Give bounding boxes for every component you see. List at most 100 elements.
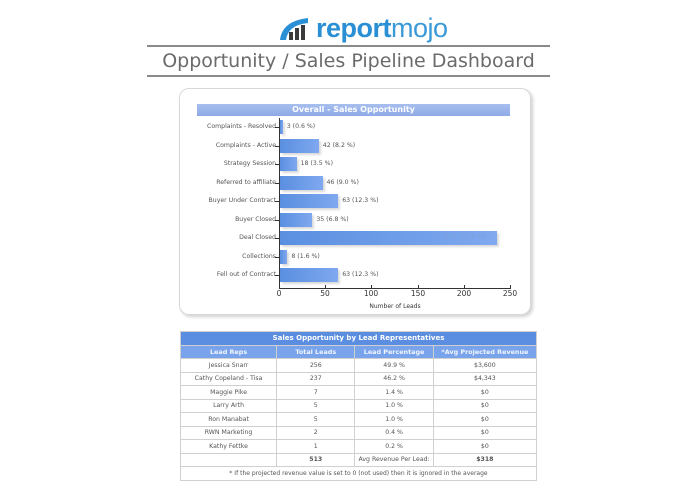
bar-value-label: 18 (3.5 %) xyxy=(300,160,333,167)
bar[interactable] xyxy=(280,249,288,264)
avg-projected-revenue: $0 xyxy=(432,412,538,427)
bar-value-label: 63 (12.3 %) xyxy=(342,197,379,204)
total-leads-sum: 513 xyxy=(276,452,356,467)
avg-projected-revenue: $0 xyxy=(432,439,538,454)
table-row: Kathy Fettke 1 0.2 % $0 xyxy=(179,439,538,454)
total-leads: 1 xyxy=(276,439,356,454)
lead-percentage: 46.2 % xyxy=(354,371,434,386)
logo-text-light: mojo xyxy=(391,13,448,43)
x-tick-mark xyxy=(418,285,419,289)
x-tick-mark xyxy=(371,285,372,289)
category-label: Fell out of Contract xyxy=(216,271,276,278)
x-tick-label: 0 xyxy=(276,289,282,298)
sales-opportunity-chart: Overall - Sales Opportunity Complaints -… xyxy=(179,88,531,315)
table-title: Sales Opportunity by Lead Representative… xyxy=(180,331,537,346)
rep-name: Ron Manabat xyxy=(179,412,278,427)
total-row-empty xyxy=(179,452,278,467)
table-row: Ron Manabat 5 1.0 % $0 xyxy=(179,412,538,427)
bar-value-label: 235 (45.8 %) xyxy=(445,234,486,241)
rep-name: Larry Arth xyxy=(179,398,278,413)
bar[interactable] xyxy=(280,138,319,153)
x-tick-label: 100 xyxy=(363,289,379,298)
bar[interactable] xyxy=(280,157,297,171)
logo-text-bold: report xyxy=(316,13,392,43)
chart-row: Complaints - Resolved 3 (0.6 %) xyxy=(180,118,511,136)
table-total-row: 513 Avg Revenue Per Lead: $318 xyxy=(179,452,538,467)
y-axis xyxy=(279,118,280,289)
avg-projected-revenue: $4,343 xyxy=(432,371,538,386)
category-label: Referred to affiliate xyxy=(216,178,276,186)
total-leads: 5 xyxy=(276,398,356,413)
logo-text: reportmojo xyxy=(316,13,448,43)
chart-plot-area: Complaints - Resolved 3 (0.6 %) Complain… xyxy=(207,118,517,310)
table-row: Maggie Pike 7 1.4 % $0 xyxy=(179,385,538,400)
header-divider-bottom xyxy=(147,75,550,77)
avg-projected-revenue: $0 xyxy=(432,425,538,440)
x-tick-label: 250 xyxy=(502,289,518,298)
bar-chart-signal-icon xyxy=(278,15,312,41)
bar[interactable] xyxy=(280,194,339,208)
lead-percentage: 1.4 % xyxy=(354,385,434,400)
chart-row: Referred to affiliate 46 (9.0 %) xyxy=(180,174,511,192)
chart-row: Buyer Under Contract 63 (12.3 %) xyxy=(180,192,511,210)
lead-reps-table: Sales Opportunity by Lead Representative… xyxy=(179,331,538,481)
page-title: Opportunity / Sales Pipeline Dashboard xyxy=(162,50,535,72)
total-leads: 256 xyxy=(276,358,356,373)
lead-percentage: 1.0 % xyxy=(354,398,434,413)
header-divider-top xyxy=(147,45,550,47)
category-tick xyxy=(275,219,279,221)
avg-projected-revenue: $0 xyxy=(432,398,538,413)
column-header-lead-reps: Lead Reps xyxy=(179,344,278,359)
category-label: Strategy Session xyxy=(223,160,276,167)
bar[interactable] xyxy=(280,175,323,190)
avg-projected-revenue: $3,600 xyxy=(432,358,538,373)
category-label: Buyer Closed xyxy=(235,215,276,223)
bar[interactable] xyxy=(280,120,283,134)
x-tick-mark xyxy=(464,285,465,289)
lead-percentage: 1.0 % xyxy=(354,412,434,427)
avg-revenue-value: $318 xyxy=(432,452,538,467)
category-tick xyxy=(275,256,279,258)
table-row: RWN Marketing 2 0.4 % $0 xyxy=(179,425,538,440)
bar[interactable] xyxy=(280,231,498,245)
rep-name: Maggie Pike xyxy=(179,385,278,400)
table-row: Larry Arth 5 1.0 % $0 xyxy=(179,398,538,413)
x-tick-mark xyxy=(279,285,280,289)
x-tick-label: 200 xyxy=(456,289,472,298)
column-header-lead-percentage: Lead Percentage xyxy=(354,344,434,359)
category-label: Buyer Under Contract xyxy=(208,197,276,204)
bar[interactable] xyxy=(280,268,339,282)
chart-row: Fell out of Contract 63 (12.3 %) xyxy=(180,266,511,284)
category-tick xyxy=(275,127,279,128)
avg-projected-revenue: $0 xyxy=(432,385,538,400)
chart-row: Strategy Session 18 (3.5 %) xyxy=(180,155,511,173)
total-leads: 7 xyxy=(276,385,356,400)
x-axis xyxy=(279,288,511,289)
bar[interactable] xyxy=(280,212,313,227)
chart-title: Overall - Sales Opportunity xyxy=(197,104,510,116)
category-tick xyxy=(275,164,279,165)
bar-value-label: 46 (9.0 %) xyxy=(326,178,359,186)
total-leads: 237 xyxy=(276,371,356,386)
category-tick xyxy=(275,182,279,184)
category-label: Complaints - Resolved xyxy=(207,123,276,130)
lead-percentage: 49.9 % xyxy=(354,358,434,373)
rep-name: RWN Marketing xyxy=(179,425,278,440)
category-label: Complaints - Active xyxy=(215,141,276,149)
table-footnote: * If the projected revenue value is set … xyxy=(180,466,537,481)
x-tick-label: 50 xyxy=(320,289,330,298)
category-tick xyxy=(275,201,279,202)
chart-row: Collections 8 (1.6 %) xyxy=(180,248,511,266)
rep-name: Kathy Fettke xyxy=(179,439,278,454)
bar-value-label: 63 (12.3 %) xyxy=(342,271,379,278)
rep-name: Jessica Snarr xyxy=(179,358,278,373)
total-leads: 5 xyxy=(276,412,356,427)
x-tick-label: 150 xyxy=(410,289,426,298)
category-label: Collections xyxy=(242,252,276,260)
category-tick xyxy=(275,275,279,276)
bar-value-label: 35 (6.8 %) xyxy=(316,215,349,223)
x-tick-mark xyxy=(510,285,511,289)
lead-percentage: 0.4 % xyxy=(354,425,434,440)
chart-row: Complaints - Active 42 (8.2 %) xyxy=(180,137,511,155)
avg-revenue-label: Avg Revenue Per Lead: xyxy=(354,452,434,467)
